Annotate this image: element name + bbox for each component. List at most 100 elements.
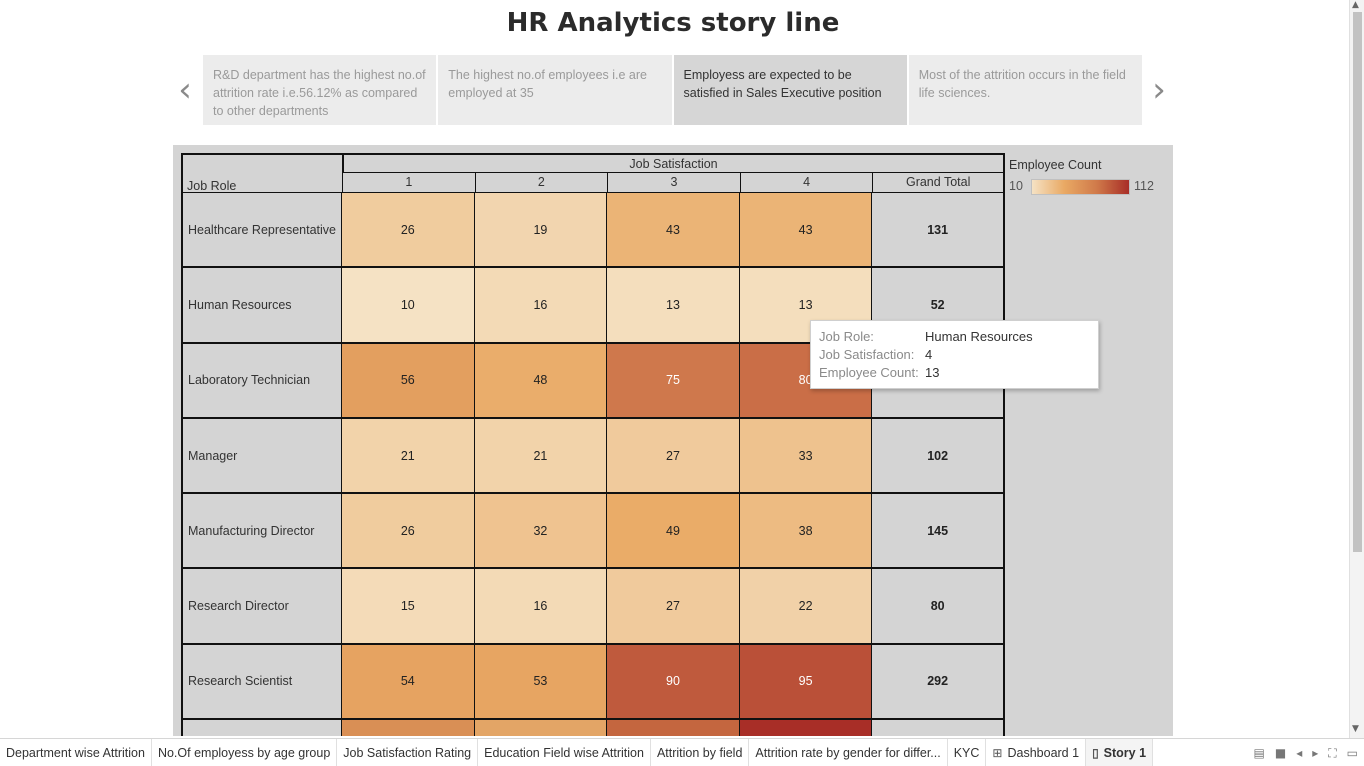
heatmap-cell[interactable]: 95 bbox=[739, 644, 873, 719]
heatmap-cell[interactable]: 38 bbox=[739, 494, 873, 568]
story-point-3[interactable]: Employess are expected to be satisfied i… bbox=[673, 55, 907, 125]
heatmap-cell[interactable] bbox=[739, 720, 873, 736]
story-next-button[interactable]: › bbox=[1152, 70, 1166, 110]
heatmap-cell[interactable]: 48 bbox=[474, 343, 608, 417]
heatmap-cell[interactable]: 26 bbox=[342, 494, 475, 568]
heatmap-cell[interactable]: 16 bbox=[474, 268, 608, 342]
row-label[interactable]: Manufacturing Director bbox=[181, 494, 342, 568]
heatmap-cell[interactable]: 22 bbox=[739, 569, 873, 643]
presentation-mode-icon[interactable]: ⛶ bbox=[1328, 745, 1337, 760]
heatmap-cell[interactable]: 56 bbox=[342, 343, 475, 417]
next-sheet-icon[interactable]: ▸ bbox=[1312, 746, 1319, 760]
crosstab-body: Healthcare Representative 26 19 43 43 131 Huma… bbox=[181, 193, 1005, 736]
column-header[interactable]: 1 bbox=[342, 173, 475, 193]
row-header-cell: Job Role bbox=[181, 153, 342, 193]
heatmap-cell[interactable]: 43 bbox=[739, 193, 873, 267]
viz-area: Job Role Job Satisfaction 1 2 3 4 Grand Tota… bbox=[173, 145, 1173, 736]
story-point-1[interactable]: R&D department has the highest no.of att… bbox=[203, 55, 437, 125]
table-row: Manufacturing Director 26 32 49 38 145 bbox=[181, 494, 1005, 570]
tooltip-row: Employee Count: 13 bbox=[819, 364, 1090, 382]
heatmap-cell[interactable]: 27 bbox=[607, 569, 740, 643]
sheet-tab[interactable]: Attrition by field bbox=[651, 738, 750, 766]
grand-total-cell[interactable]: 131 bbox=[872, 193, 1005, 267]
tooltip-key: Job Satisfaction: bbox=[819, 347, 915, 362]
job-role-header[interactable]: Job Role bbox=[187, 179, 237, 193]
heatmap-cell[interactable]: 19 bbox=[474, 193, 608, 267]
sheet-tab[interactable]: Attrition rate by gender for differ... bbox=[749, 738, 948, 766]
sheet-tab[interactable]: KYC bbox=[948, 738, 987, 766]
heatmap-cell[interactable]: 10 bbox=[342, 268, 475, 342]
heatmap-cell[interactable]: 90 bbox=[607, 644, 740, 719]
sheet-tab-label: Department wise Attrition bbox=[6, 745, 145, 760]
tooltip-key: Employee Count: bbox=[819, 365, 919, 380]
row-label[interactable]: Laboratory Technician bbox=[181, 343, 342, 417]
sheet-tab[interactable]: No.Of employess by age group bbox=[152, 738, 338, 766]
filmstrip-view-icon[interactable]: ▤ bbox=[1253, 746, 1265, 760]
row-label[interactable]: Human Resources bbox=[181, 268, 342, 342]
grand-total-cell[interactable]: 102 bbox=[872, 418, 1005, 493]
table-row: Healthcare Representative 26 19 43 43 131 bbox=[181, 193, 1005, 269]
sheet-tab-label: Story 1 bbox=[1103, 745, 1147, 760]
column-header[interactable]: Grand Total bbox=[872, 173, 1005, 193]
device-preview-icon[interactable]: ▭ bbox=[1346, 746, 1358, 760]
grand-total-cell[interactable]: 80 bbox=[872, 569, 1005, 643]
heatmap-cell[interactable]: 21 bbox=[474, 418, 608, 493]
story-point-2[interactable]: The highest no.of employees i.e are empl… bbox=[438, 55, 672, 125]
sheet-tab-label: No.Of employess by age group bbox=[157, 745, 331, 760]
heatmap-cell[interactable]: 33 bbox=[739, 418, 873, 493]
sheet-tabs: Department wise Attrition No.Of employess… bbox=[0, 738, 1154, 766]
heatmap-cell[interactable]: 53 bbox=[474, 644, 608, 719]
heatmap-cell[interactable]: 49 bbox=[607, 494, 740, 568]
heatmap-cell[interactable]: 13 bbox=[607, 268, 740, 342]
heatmap-cell[interactable]: 27 bbox=[607, 418, 740, 493]
previous-sheet-icon[interactable]: ◂ bbox=[1296, 746, 1303, 760]
grand-total-cell[interactable]: 145 bbox=[872, 494, 1005, 568]
column-header[interactable]: 2 bbox=[474, 173, 608, 193]
heatmap-cell[interactable] bbox=[607, 720, 740, 736]
sheet-tab[interactable]: Department wise Attrition bbox=[0, 738, 152, 766]
tooltip-value: 4 bbox=[925, 347, 933, 362]
sheet-tab-label: KYC bbox=[953, 745, 980, 760]
story-points: R&D department has the highest no.of att… bbox=[203, 55, 1142, 125]
heatmap-cell[interactable]: 54 bbox=[342, 644, 475, 719]
row-label[interactable]: Manager bbox=[181, 418, 342, 493]
scrollbar-thumb[interactable] bbox=[1353, 12, 1362, 552]
sheet-tab[interactable]: ⊞ Dashboard 1 bbox=[986, 738, 1087, 766]
grand-total-cell[interactable]: 292 bbox=[872, 644, 1005, 719]
scroll-up-arrow-icon[interactable]: ▲ bbox=[1352, 0, 1359, 10]
tooltip-key: Job Role: bbox=[819, 329, 874, 344]
column-headers: 1 2 3 4 Grand Total bbox=[342, 173, 1005, 193]
sheet-tab[interactable]: ▯ Story 1 bbox=[1086, 738, 1154, 766]
sheet-tab-label: Job Satisfaction Rating bbox=[343, 745, 472, 760]
sheet-tab[interactable]: Education Field wise Attrition bbox=[478, 738, 651, 766]
story-prev-button[interactable]: ‹ bbox=[178, 70, 192, 110]
heatmap-cell[interactable] bbox=[342, 720, 475, 736]
heatmap-cell[interactable]: 21 bbox=[342, 418, 475, 493]
vertical-scrollbar[interactable]: ▲ ▼ bbox=[1349, 0, 1364, 738]
column-header[interactable]: 4 bbox=[739, 173, 873, 193]
row-label[interactable]: Healthcare Representative bbox=[181, 193, 342, 267]
row-label[interactable] bbox=[181, 720, 342, 736]
story-point-4[interactable]: Most of the attrition occurs in the fiel… bbox=[908, 55, 1142, 125]
tooltip: Job Role: Human Resources Job Satisfaction… bbox=[810, 320, 1099, 389]
heatmap-cell[interactable]: 16 bbox=[474, 569, 608, 643]
heatmap-cell[interactable]: 26 bbox=[342, 193, 475, 267]
table-row: Research Scientist 54 53 90 95 292 bbox=[181, 644, 1005, 721]
grand-total-cell[interactable] bbox=[872, 720, 1005, 736]
scroll-down-arrow-icon[interactable]: ▼ bbox=[1352, 724, 1359, 734]
sheet-tab-label: Attrition by field bbox=[656, 745, 743, 760]
job-satisfaction-header[interactable]: Job Satisfaction bbox=[342, 153, 1005, 173]
heatmap-cell[interactable]: 75 bbox=[607, 343, 740, 417]
legend-color-ramp[interactable] bbox=[1031, 179, 1130, 195]
sheet-tab[interactable]: Job Satisfaction Rating bbox=[337, 738, 479, 766]
sheet-tab-label: Education Field wise Attrition bbox=[484, 745, 644, 760]
heatmap-cell[interactable]: 15 bbox=[342, 569, 475, 643]
tab-view-icon[interactable]: ■ bbox=[1274, 746, 1287, 760]
row-label[interactable]: Research Director bbox=[181, 569, 342, 643]
sheet-tab-label: Dashboard 1 bbox=[1007, 745, 1080, 760]
heatmap-cell[interactable] bbox=[474, 720, 608, 736]
heatmap-cell[interactable]: 32 bbox=[474, 494, 608, 568]
heatmap-cell[interactable]: 43 bbox=[607, 193, 740, 267]
column-header[interactable]: 3 bbox=[607, 173, 740, 193]
row-label[interactable]: Research Scientist bbox=[181, 644, 342, 719]
